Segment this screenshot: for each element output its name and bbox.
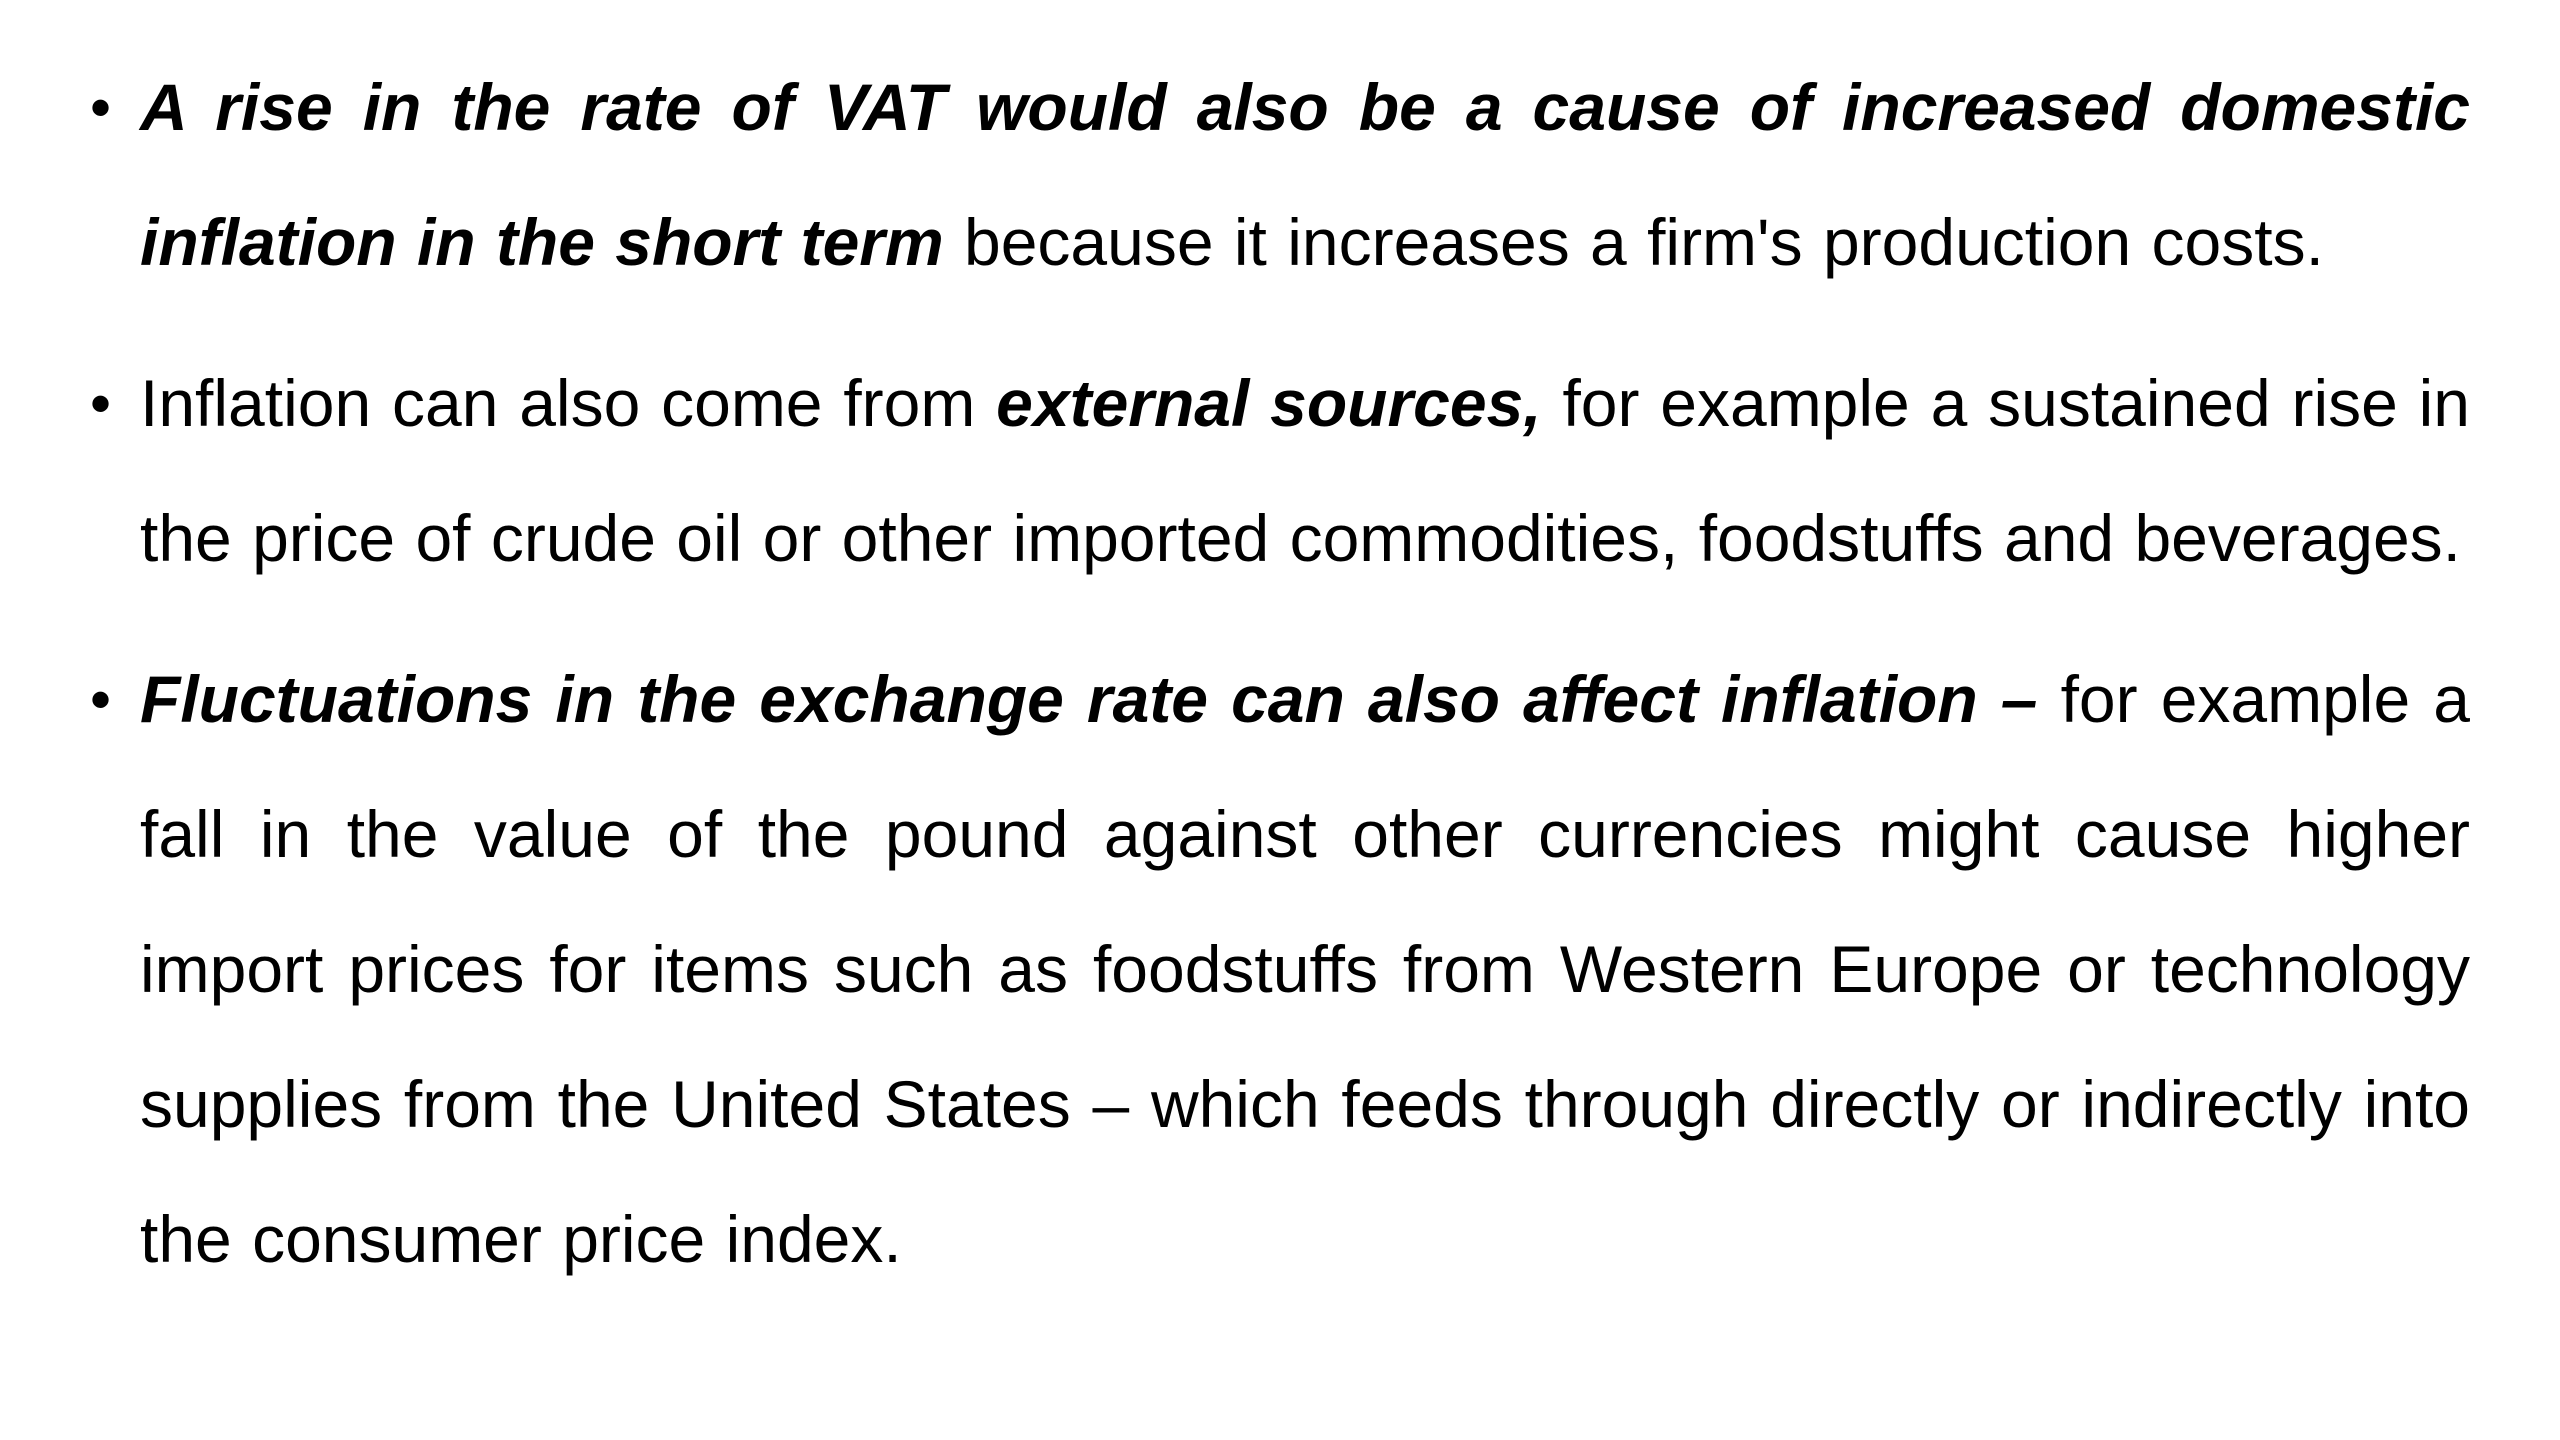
bullet-marker: •: [90, 370, 112, 437]
bullet-emphasis: Fluctuations in the exchange rate can al…: [140, 662, 2038, 736]
bullet-text: for example a fall in the value of the p…: [140, 662, 2470, 1276]
bullet-marker: •: [90, 666, 112, 733]
bullet-exchange-rate: • Fluctuations in the exchange rate can …: [90, 632, 2470, 1307]
bullet-external-sources: • Inflation can also come from external …: [90, 336, 2470, 606]
bullet-marker: •: [90, 74, 112, 141]
bullet-emphasis: A rise in the rate of VAT would also be …: [140, 70, 2470, 279]
bullet-text-after: for example a sustained rise in the pric…: [140, 366, 2471, 575]
bullet-list: • A rise in the rate of VAT would also b…: [90, 40, 2470, 1333]
bullet-text-before: Inflation can also come from: [140, 366, 997, 440]
bullet-vat: • A rise in the rate of VAT would also b…: [90, 40, 2470, 310]
bullet-emphasis: external sources,: [996, 366, 1542, 440]
bullet-text: because it increases a firm's production…: [943, 205, 2324, 279]
